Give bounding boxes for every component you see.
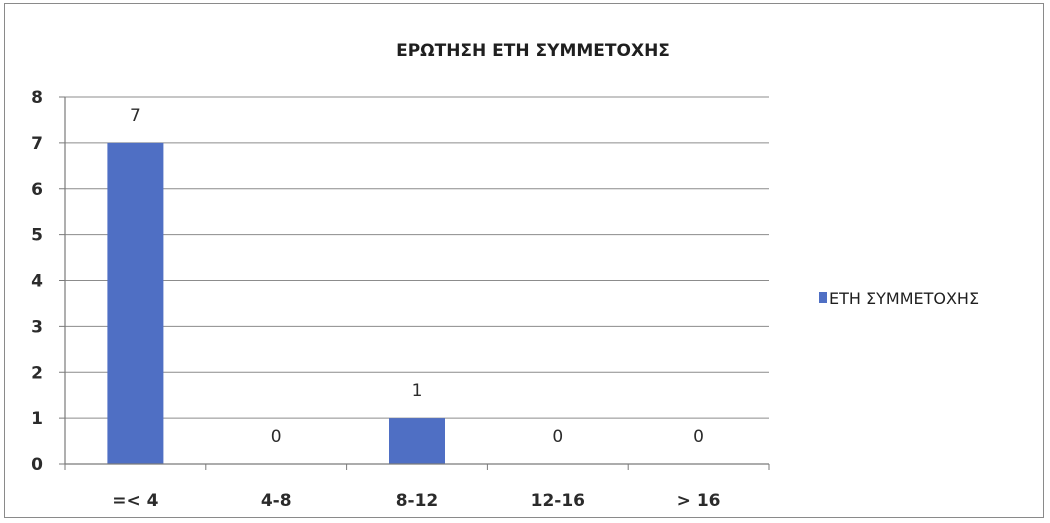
legend: ΕΤΗ ΣΥΜΜΕΤΟΧΗΣ [819,289,979,308]
x-tick-label: 8-12 [396,491,439,511]
chart-title: ΕΡΩΤΗΣΗ ΕΤΗ ΣΥΜΜΕΤΟΧΗΣ [396,41,670,61]
legend-label: ΕΤΗ ΣΥΜΜΕΤΟΧΗΣ [829,289,979,308]
data-label: 0 [693,427,704,447]
y-tick-label: 5 [31,226,43,246]
bar [107,142,164,464]
data-labels: 7 0 1 0 0 [130,106,704,447]
x-tick-label: =< 4 [112,491,158,511]
chart-frame: ΕΡΩΤΗΣΗ ΕΤΗ ΣΥΜΜΕΤΟΧΗΣ 0 1 2 3 4 5 6 7 8 =< 4 4-8 8… [4,3,1044,518]
y-tick-label: 4 [31,272,43,292]
y-tick-label: 2 [31,363,43,383]
y-tick-label: 8 [31,88,43,108]
legend-swatch [819,292,827,303]
y-tick-label: 3 [31,317,43,337]
chart-svg: ΕΡΩΤΗΣΗ ΕΤΗ ΣΥΜΜΕΤΟΧΗΣ 0 1 2 3 4 5 6 7 8 =< 4 4-8 8… [31,41,979,511]
x-tick-label: 12-16 [531,491,585,511]
y-tick-label: 7 [31,134,43,154]
y-tick-label: 0 [31,455,43,475]
tick-labels: 0 1 2 3 4 5 6 7 8 =< 4 4-8 8-12 12-16 > 16 [31,88,720,511]
bar [389,418,445,464]
x-tick-label: 4-8 [261,491,292,511]
axes [59,96,770,470]
gridlines [65,96,769,419]
data-label: 1 [412,381,423,401]
data-label: 0 [271,427,282,447]
bars [107,142,445,464]
data-label: 7 [130,106,141,126]
data-label: 0 [552,427,563,447]
y-tick-label: 1 [31,409,43,429]
y-tick-label: 6 [31,180,43,200]
x-tick-label: > 16 [677,491,721,511]
